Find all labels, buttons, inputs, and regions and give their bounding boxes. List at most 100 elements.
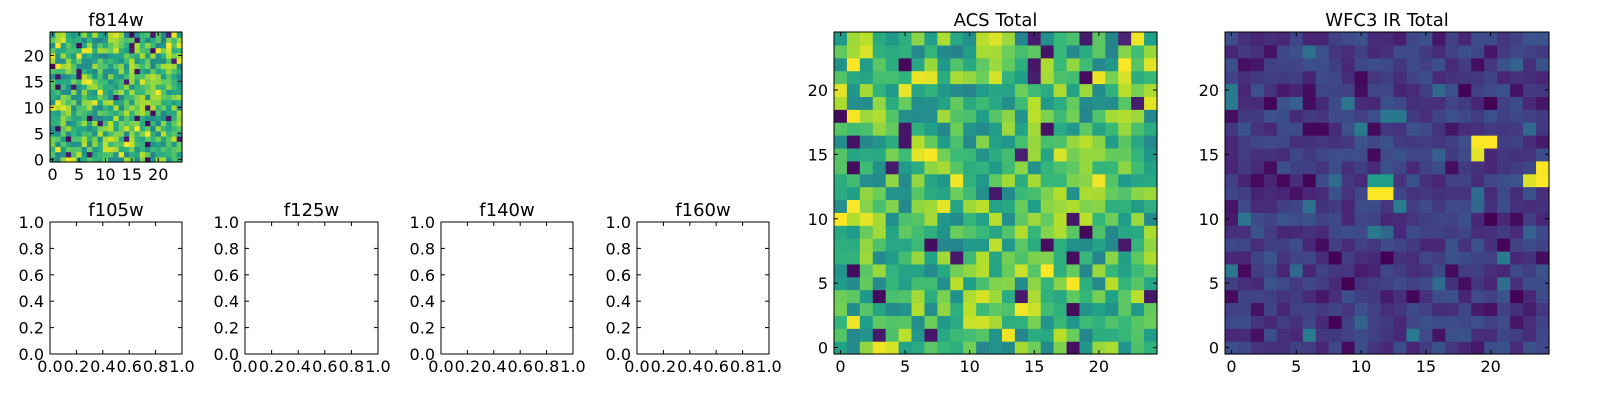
y-tick-label: 10: [24, 98, 44, 117]
heatmap-cell: [1001, 70, 1016, 85]
heatmap-cell: [50, 84, 56, 90]
heatmap-cell: [166, 89, 173, 95]
heatmap-cell: [71, 58, 77, 64]
heatmap-cell: [1458, 135, 1472, 149]
heatmap-cell: [1419, 122, 1433, 136]
heatmap-cell: [911, 250, 926, 265]
y-tick-label: 5: [818, 274, 828, 293]
heatmap-cell: [1263, 315, 1278, 329]
heatmap-cell: [1014, 263, 1029, 278]
heatmap-cell: [950, 96, 964, 110]
heatmap-cell: [50, 37, 56, 43]
heatmap-cell: [1237, 44, 1252, 59]
heatmap-cell: [1380, 186, 1395, 201]
heatmap-cell: [160, 68, 167, 75]
heatmap-cell: [71, 104, 77, 111]
heatmap-cell: [1289, 250, 1304, 265]
heatmap-cell: [1432, 83, 1446, 97]
heatmap-cell: [1040, 276, 1055, 291]
heatmap-cell: [872, 173, 887, 188]
heatmap-cell: [1445, 289, 1459, 304]
heatmap-cell: [950, 250, 964, 265]
heatmap-cell: [1445, 147, 1459, 162]
heatmap-cell: [1040, 57, 1055, 72]
heatmap-cell: [937, 289, 951, 304]
heatmap-cell: [155, 136, 162, 142]
heatmap-cell: [937, 328, 951, 342]
heatmap-cell: [1105, 122, 1119, 136]
heatmap-cell: [1225, 328, 1239, 342]
heatmap-cell: [60, 104, 67, 111]
heatmap-cell: [1354, 83, 1369, 97]
heatmap-cell: [86, 89, 93, 95]
heatmap-cell: [1066, 186, 1081, 201]
heatmap-cell: [92, 52, 99, 59]
heatmap-cell: [1432, 173, 1446, 188]
heatmap-cell: [1510, 135, 1524, 149]
heatmap-cell: [1225, 225, 1239, 239]
heatmap-cell: [1536, 135, 1550, 149]
heatmap-cell: [1510, 96, 1524, 110]
heatmap-cell: [97, 104, 104, 111]
heatmap-cell: [155, 63, 162, 69]
heatmap-cell: [86, 58, 93, 64]
heatmap-cell: [1105, 83, 1119, 97]
heatmap-cell: [1458, 328, 1472, 342]
heatmap-cell: [92, 42, 99, 49]
heatmap-cell: [872, 341, 887, 355]
heatmap-cell: [1079, 212, 1093, 226]
heatmap-cell: [1510, 302, 1524, 316]
heatmap-cell: [1066, 147, 1081, 162]
heatmap-cell: [1237, 32, 1252, 46]
heatmap-cell: [86, 120, 93, 127]
heatmap-cell: [1250, 32, 1265, 46]
heatmap-cell: [81, 104, 88, 111]
heatmap-cell: [176, 32, 183, 38]
heatmap-cell: [145, 136, 151, 142]
heatmap-cell: [834, 263, 848, 278]
heatmap-cell: [1497, 173, 1511, 188]
heatmap-cell: [898, 96, 913, 110]
heatmap-cell: [911, 160, 926, 175]
heatmap-cell: [1001, 147, 1016, 162]
heatmap-cell: [1471, 186, 1485, 201]
heatmap-cell: [123, 115, 130, 121]
heatmap-cell: [71, 78, 77, 85]
heatmap-cell: [859, 302, 874, 316]
x-tick-label: 0.8: [730, 357, 755, 376]
heatmap-cell: [872, 225, 887, 239]
heatmap-cell: [1484, 315, 1498, 329]
heatmap-cell: [834, 32, 848, 46]
heatmap-cell: [55, 37, 62, 43]
heatmap-cell: [160, 104, 167, 111]
heatmap-cell: [950, 302, 964, 316]
heatmap-cell: [1079, 57, 1093, 72]
heatmap-cell: [1536, 238, 1550, 252]
heatmap-cell: [1354, 160, 1369, 175]
heatmap-cell: [92, 73, 99, 80]
heatmap-cell: [1040, 83, 1055, 97]
heatmap-cell: [937, 70, 951, 85]
x-tick-label: 0.6: [312, 357, 337, 376]
heatmap-cell: [145, 84, 151, 90]
heatmap-cell: [872, 328, 887, 342]
heatmap-cell: [1014, 160, 1029, 175]
heatmap-cell: [1471, 70, 1485, 85]
heatmap-cell: [937, 135, 951, 149]
heatmap-cell: [1079, 289, 1093, 304]
heatmap-cell: [1510, 341, 1524, 355]
heatmap-cell: [1118, 341, 1132, 355]
heatmap-cell: [166, 42, 173, 49]
heatmap-cell: [911, 328, 926, 342]
heatmap-cell: [1040, 135, 1055, 149]
heatmap-cell: [1237, 212, 1252, 226]
heatmap-cell: [1328, 250, 1343, 265]
heatmap-cell: [76, 141, 83, 147]
heatmap-cell: [1053, 276, 1068, 291]
heatmap-cell: [1066, 212, 1081, 226]
heatmap-cell: [1419, 238, 1433, 252]
heatmap-cell: [1536, 289, 1550, 304]
heatmap-cell: [1053, 328, 1068, 342]
heatmap-cell: [1458, 315, 1472, 329]
